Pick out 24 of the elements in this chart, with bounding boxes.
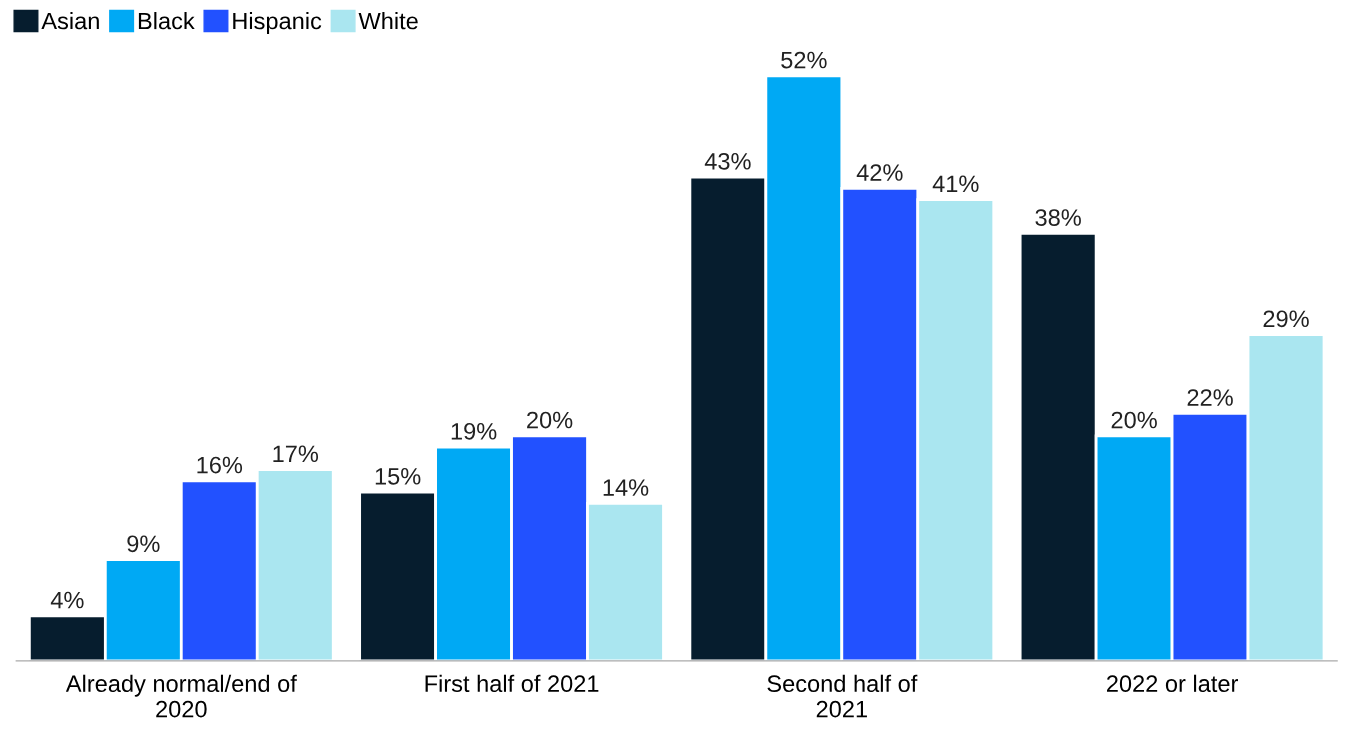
x-tick-label: Second half of 2021 xyxy=(767,674,918,718)
data-label: 41% xyxy=(932,175,979,193)
data-label: 22% xyxy=(1187,389,1233,406)
x-tick-label: Already normal/end of 2020 xyxy=(65,674,297,718)
legend-label: Hispanic xyxy=(233,12,322,35)
data-label: 9% xyxy=(127,535,160,553)
legend-label: Black xyxy=(138,12,195,30)
data-label: 16% xyxy=(197,456,243,474)
x-tick-label: 2022 or later xyxy=(1106,674,1238,693)
data-label: 38% xyxy=(1035,209,1081,226)
data-label: 42% xyxy=(856,164,903,181)
legend-label: Asian xyxy=(41,12,99,30)
data-label: 4% xyxy=(50,591,84,609)
data-label: 43% xyxy=(704,152,751,170)
data-label: 19% xyxy=(451,422,497,440)
data-label: 52% xyxy=(781,51,827,69)
data-label: 20% xyxy=(527,411,573,429)
data-label: 20% xyxy=(1111,411,1157,429)
data-label: 29% xyxy=(1263,310,1309,328)
data-label: 17% xyxy=(273,445,319,463)
x-tick-label: First half of 2021 xyxy=(425,674,599,693)
legend-label: White xyxy=(358,12,418,30)
data-label: 14% xyxy=(603,479,649,496)
data-label: 15% xyxy=(375,468,421,485)
